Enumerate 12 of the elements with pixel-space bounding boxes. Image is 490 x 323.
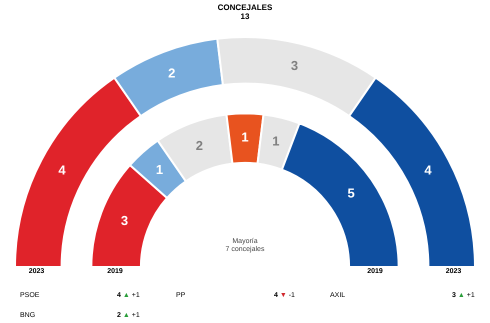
data-label: 3	[120, 212, 128, 228]
data-label: 4	[424, 162, 432, 178]
data-label: 4	[58, 162, 66, 178]
data-label: 1	[241, 130, 249, 145]
data-label: 5	[347, 185, 355, 200]
data-label: 1	[272, 133, 280, 148]
data-label: 1	[156, 162, 164, 178]
data-label: 3	[290, 58, 298, 73]
chart-title: CONCEJALES	[216, 3, 274, 12]
chart-subtitle: 13	[240, 12, 250, 21]
data-label: 2	[168, 65, 176, 80]
data-label: 2	[196, 138, 203, 154]
